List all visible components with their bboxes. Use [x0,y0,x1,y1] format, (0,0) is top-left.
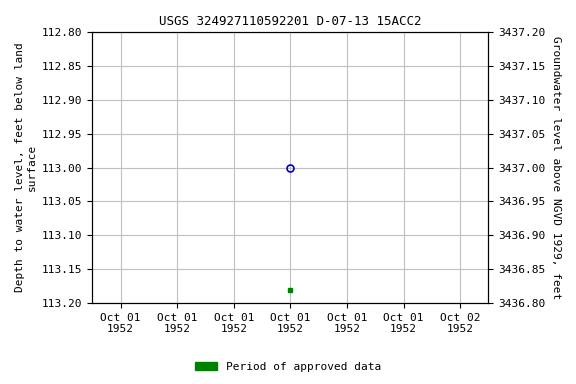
Title: USGS 324927110592201 D-07-13 15ACC2: USGS 324927110592201 D-07-13 15ACC2 [159,15,422,28]
Y-axis label: Depth to water level, feet below land
surface: Depth to water level, feet below land su… [15,43,37,292]
Y-axis label: Groundwater level above NGVD 1929, feet: Groundwater level above NGVD 1929, feet [551,36,561,299]
Legend: Period of approved data: Period of approved data [191,358,385,377]
